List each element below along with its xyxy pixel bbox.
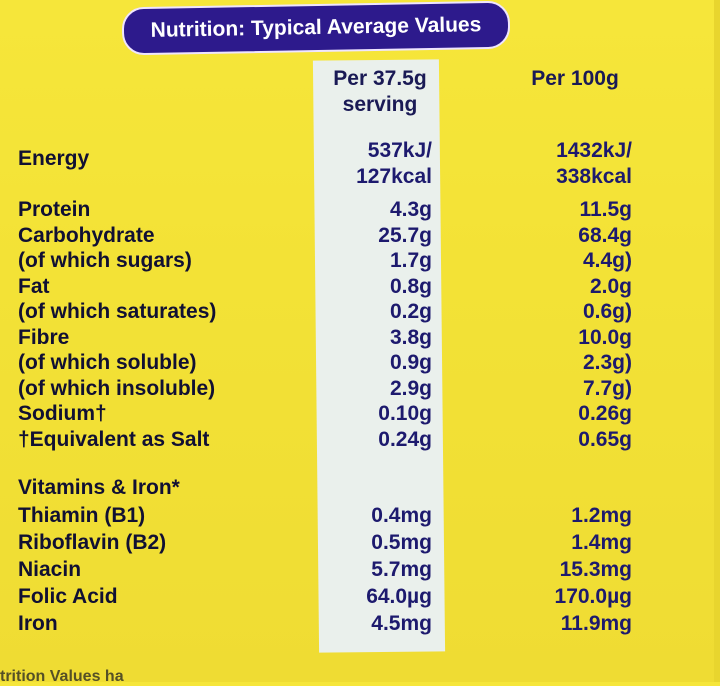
serving-value: 4.5mg [371,612,432,635]
nutrient-label: †Equivalent as Salt [18,427,210,451]
table-row: (of which sugars) 1.7g 4.4g) [0,248,720,274]
per100-value: 10.0g [578,325,632,349]
nutrition-title-text: Nutrition: Typical Average Values [150,13,482,42]
nutrition-title: Nutrition: Typical Average Values [121,0,511,56]
nutrient-label: (of which insoluble) [18,376,216,400]
table-row: (of which soluble) 0.9g 2.3g) [0,350,720,376]
nutrient-label: Fat [18,274,50,298]
serving-value: 0.9g [389,351,432,374]
table-row: Folic Acid 64.0µg 170.0µg [0,584,720,610]
nutrient-label: (of which saturates) [18,300,217,323]
nutrient-label: Folic Acid [18,585,118,608]
energy-per100-kcal: 338kcal [556,165,632,188]
table-row: Fibre 3.8g 10.0g [0,325,720,351]
nutrient-label: Fibre [18,325,70,349]
table-row: (of which saturates) 0.2g 0.6g) [0,299,720,325]
table-row: Carbohydrate 25.7g 68.4g [0,223,720,249]
per100-value: 2.0g [589,274,632,298]
table-row: Riboflavin (B2) 0.5mg 1.4mg [0,530,720,556]
nutrient-label: Riboflavin (B2) [18,531,167,554]
nutrient-label: Carbohydrate [18,223,155,247]
serving-value: 0.2g [389,300,432,323]
nutrient-label: Thiamin (B1) [18,504,146,527]
serving-value: 1.7g [389,249,432,272]
footer-text: trition Values ha [0,668,124,685]
table-row: Niacin 5.7mg 15.3mg [0,557,720,583]
nutrient-label: Iron [18,612,58,635]
serving-value: 0.10g [378,402,432,425]
header-serving: Per 37.5g serving [318,66,442,118]
per100-value: 68.4g [578,223,632,247]
table-row: Protein 4.3g 11.5g [0,197,720,223]
box-edge [714,0,720,682]
nutrient-label: Niacin [18,558,82,581]
header-per100: Per 100g [531,67,619,90]
per100-value: 11.9mg [560,612,632,635]
per100-value: 15.3mg [559,558,632,581]
serving-value: 3.8g [389,325,432,349]
per100-value: 7.7g) [582,376,632,400]
header-serving-line1: Per 37.5g [333,67,427,90]
vitamins-heading-row: Vitamins & Iron* [0,475,720,501]
energy-serving-kcal: 127kcal [356,165,432,188]
nutrient-label: Sodium† [18,402,107,425]
table-row: Sodium† 0.10g 0.26g [0,401,720,427]
nutrient-label: (of which soluble) [18,351,197,374]
serving-value: 2.9g [389,376,432,400]
vitamins-heading: Vitamins & Iron* [18,476,180,499]
table-row: (of which insoluble) 2.9g 7.7g) [0,376,720,402]
energy-serving-kj: 537kJ/ [367,139,432,162]
table-row: Thiamin (B1) 0.4mg 1.2mg [0,503,720,529]
table-row: Iron 4.5mg 11.9mg [0,611,720,637]
per100-value: 0.26g [578,402,632,425]
serving-value: 0.24g [378,427,432,451]
energy-per100-kj: 1432kJ/ [556,139,632,162]
serving-value: 0.4mg [371,504,432,527]
per100-value: 4.4g) [582,249,632,272]
serving-value: 4.3g [389,198,432,221]
per100-value: 1.4mg [571,531,632,554]
per100-value: 170.0µg [554,585,632,608]
header-serving-line2: serving [342,93,418,116]
per100-value: 11.5g [579,198,632,221]
table-row: †Equivalent as Salt 0.24g 0.65g [0,427,720,453]
per100-value: 0.6g) [582,300,632,323]
table-row: Fat 0.8g 2.0g [0,274,720,300]
per100-value: 0.65g [578,427,632,451]
nutrient-label: (of which sugars) [18,249,192,272]
nutrient-label: Protein [18,198,91,221]
per100-value: 2.3g) [582,351,632,374]
serving-value: 5.7mg [371,558,432,581]
serving-value: 0.5mg [371,531,432,554]
energy-row: Energy [0,146,720,172]
serving-value: 0.8g [389,274,432,298]
serving-value: 64.0µg [366,585,432,608]
serving-value: 25.7g [378,223,432,247]
per100-value: 1.2mg [571,504,632,527]
energy-label: Energy [18,147,90,170]
